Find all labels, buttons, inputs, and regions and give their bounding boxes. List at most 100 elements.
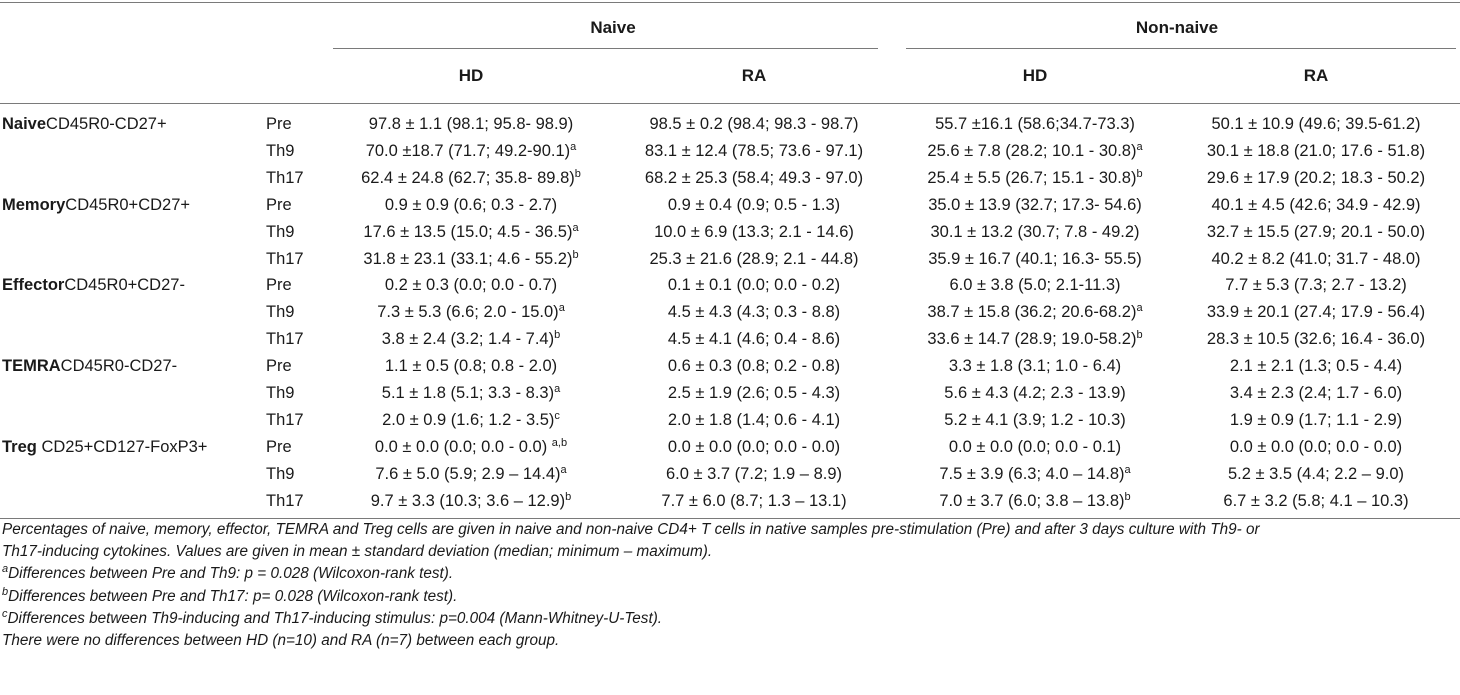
footnote-c-mark: c	[2, 607, 8, 620]
cell-value-text: 3.4 ± 2.3 (2.4; 1.7 - 6.0)	[1229, 384, 1403, 402]
cell-condition: Th17	[266, 410, 304, 429]
footnote-b-text: Differences between Pre and Th17: p= 0.0…	[8, 587, 458, 605]
cell-condition: Th9	[266, 384, 295, 402]
cell-value: 3.8 ± 2.4 (3.2; 1.4 - 7.4)b	[330, 329, 612, 351]
cell-value-text: 7.7 ± 6.0 (8.7; 1.3 – 13.1)	[661, 491, 847, 510]
cell-condition: Pre	[266, 115, 292, 133]
table-row: Th9 17.6 ± 13.5 (15.0; 4.5 - 36.5)a 10.0 ±…	[0, 222, 1460, 244]
cell-superscript: c	[554, 409, 560, 422]
cell-value-text: 0.1 ± 0.1 (0.0; 0.0 - 0.2)	[667, 276, 841, 295]
cell-condition: Pre	[266, 276, 292, 295]
cell-value: 0.0 ± 0.0 (0.0; 0.0 - 0.1)	[896, 437, 1174, 459]
cell-category-name: Naive	[2, 115, 47, 133]
cell-value-text: 50.1 ± 10.9 (49.6; 39.5-61.2)	[1211, 115, 1421, 133]
cell-condition: Th17	[266, 249, 304, 268]
cell-value: 7.5 ± 3.9 (6.3; 4.0 – 14.8)a	[896, 464, 1174, 486]
footnote-c: cDifferences between Th9-inducing and Th…	[2, 608, 1452, 630]
top-rule	[0, 2, 1460, 3]
cell-superscript: b	[1124, 490, 1131, 503]
cell-value-text: 6.0 ± 3.8 (5.0; 2.1-11.3)	[949, 276, 1121, 295]
header-group-non-naive: Non-naive	[1135, 18, 1219, 37]
cell-value-text: 0.0 ± 0.0 (0.0; 0.0 - 0.0)	[374, 437, 552, 456]
cell-category-markers: CD25+CD127-FoxP3+	[36, 437, 208, 456]
cell-superscript: b	[565, 490, 572, 503]
cell-value: 2.0 ± 0.9 (1.6; 1.2 - 3.5)c	[330, 410, 612, 432]
cell-value-text: 30.1 ± 18.8 (21.0; 17.6 - 51.8)	[1206, 141, 1426, 160]
cell-value: 10.0 ± 6.9 (13.3; 2.1 - 14.6)	[612, 222, 896, 244]
cell-value: 6.0 ± 3.7 (7.2; 1.9 – 8.9)	[612, 464, 896, 486]
cell-value: 50.1 ± 10.9 (49.6; 39.5-61.2)	[1174, 114, 1458, 136]
cell-value-text: 32.7 ± 15.5 (27.9; 20.1 - 50.0)	[1206, 222, 1426, 241]
cell-value-text: 7.7 ± 5.3 (7.3; 2.7 - 13.2)	[1225, 276, 1407, 295]
cell-category-name: Memory	[2, 195, 66, 214]
cell-category: Treg CD25+CD127-FoxP3+	[2, 437, 207, 459]
table-row: Th17 9.7 ± 3.3 (10.3; 3.6 – 12.9)b 7.7 ± 6…	[0, 491, 1460, 513]
table-row: EffectorCD45R0+CD27- Pre 0.2 ± 0.3 (0.0; 0…	[0, 275, 1460, 297]
cell-value: 17.6 ± 13.5 (15.0; 4.5 - 36.5)a	[330, 222, 612, 244]
cell-superscript: b	[1136, 329, 1143, 342]
table-row: MemoryCD45R0+CD27+ Pre 0.9 ± 0.9 (0.6; 0.3…	[0, 195, 1460, 217]
cell-superscript: a	[1136, 302, 1143, 315]
cell-condition: Pre	[266, 357, 292, 376]
cell-condition: Th9	[266, 303, 295, 322]
cell-value: 0.9 ± 0.9 (0.6; 0.3 - 2.7)	[330, 195, 612, 217]
cell-value-text: 5.1 ± 1.8 (5.1; 3.3 - 8.3)	[381, 384, 555, 402]
cell-superscript: b	[572, 248, 579, 261]
cell-value-text: 28.3 ± 10.5 (32.6; 16.4 - 36.0)	[1206, 330, 1426, 349]
cell-value-text: 5.2 ± 3.5 (4.4; 2.2 – 9.0)	[1228, 464, 1404, 483]
footnote-a: aDifferences between Pre and Th9: p = 0.…	[2, 563, 1452, 585]
cell-condition: Th17	[266, 330, 304, 349]
cell-value-text: 2.0 ± 1.8 (1.4; 0.6 - 4.1)	[667, 410, 841, 429]
cell-superscript: a	[572, 221, 579, 234]
cell-value: 33.9 ± 20.1 (27.4; 17.9 - 56.4)	[1174, 302, 1458, 324]
table-row: Th17 3.8 ± 2.4 (3.2; 1.4 - 7.4)b 4.5 ± 4.1…	[0, 329, 1460, 351]
cell-category-name: Effector	[2, 276, 65, 295]
cell-value: 3.3 ± 1.8 (3.1; 1.0 - 6.4)	[896, 356, 1174, 378]
cell-value: 29.6 ± 17.9 (20.2; 18.3 - 50.2)	[1174, 168, 1458, 190]
cell-value-text: 30.1 ± 13.2 (30.7; 7.8 - 49.2)	[930, 222, 1140, 241]
cell-value: 35.0 ± 13.9 (32.7; 17.3- 54.6)	[896, 195, 1174, 217]
cell-value: 2.0 ± 1.8 (1.4; 0.6 - 4.1)	[612, 410, 896, 432]
cell-value: 7.7 ± 6.0 (8.7; 1.3 – 13.1)	[612, 491, 896, 513]
cell-category-markers: CD45R0-CD27-	[60, 357, 178, 376]
cell-value-text: 33.9 ± 20.1 (27.4; 17.9 - 56.4)	[1206, 303, 1426, 322]
cell-superscript: a	[560, 463, 567, 476]
cell-category-markers: CD45R0-CD27+	[46, 115, 167, 133]
header-naive-hd: HD	[458, 66, 484, 85]
cell-category-markers: CD45R0+CD27+	[65, 195, 191, 214]
cell-value: 0.6 ± 0.3 (0.8; 0.2 - 0.8)	[612, 356, 896, 378]
cell-value-text: 33.6 ± 14.7 (28.9; 19.0-58.2)	[927, 330, 1137, 349]
cell-value-text: 1.9 ± 0.9 (1.7; 1.1 - 2.9)	[1229, 410, 1403, 429]
header-non-naive-ra: RA	[1303, 66, 1329, 85]
cell-value-text: 98.5 ± 0.2 (98.4; 98.3 - 98.7)	[649, 115, 859, 133]
cell-value-text: 2.1 ± 2.1 (1.3; 0.5 - 4.4)	[1229, 357, 1403, 376]
cell-value: 0.0 ± 0.0 (0.0; 0.0 - 0.0) a,b	[330, 437, 612, 459]
cell-superscript: a	[570, 140, 577, 153]
cell-value: 0.9 ± 0.4 (0.9; 0.5 - 1.3)	[612, 195, 896, 217]
cell-superscript: b	[554, 329, 561, 342]
cell-superscript: a	[1136, 140, 1143, 153]
cell-value: 25.3 ± 21.6 (28.9; 2.1 - 44.8)	[612, 249, 896, 271]
cell-value-text: 35.9 ± 16.7 (40.1; 16.3- 55.5)	[928, 249, 1142, 268]
table-row: Th17 31.8 ± 23.1 (33.1; 4.6 - 55.2)b 25.3 …	[0, 249, 1460, 271]
cell-superscript: b	[1136, 167, 1143, 180]
cell-value: 5.2 ± 3.5 (4.4; 2.2 – 9.0)	[1174, 464, 1458, 486]
cell-value-text: 7.5 ± 3.9 (6.3; 4.0 – 14.8)	[939, 464, 1125, 483]
cell-category: MemoryCD45R0+CD27+	[2, 195, 190, 217]
table-notes: Percentages of naive, memory, effector, …	[2, 519, 1452, 652]
cell-value: 25.6 ± 7.8 (28.2; 10.1 - 30.8)a	[896, 141, 1174, 163]
cell-value: 0.0 ± 0.0 (0.0; 0.0 - 0.0)	[612, 437, 896, 459]
cell-value: 40.2 ± 8.2 (41.0; 31.7 - 48.0)	[1174, 249, 1458, 271]
cell-value-text: 31.8 ± 23.1 (33.1; 4.6 - 55.2)	[363, 249, 573, 268]
cell-value: 7.3 ± 5.3 (6.6; 2.0 - 15.0)a	[330, 302, 612, 324]
cell-value-text: 9.7 ± 3.3 (10.3; 3.6 – 12.9)	[370, 491, 566, 510]
cell-value: 7.6 ± 5.0 (5.9; 2.9 – 14.4)a	[330, 464, 612, 486]
cell-value: 5.2 ± 4.1 (3.9; 1.2 - 10.3)	[896, 410, 1174, 432]
cell-condition: Pre	[266, 437, 292, 456]
cell-value: 33.6 ± 14.7 (28.9; 19.0-58.2)b	[896, 329, 1174, 351]
cell-value: 4.5 ± 4.1 (4.6; 0.4 - 8.6)	[612, 329, 896, 351]
cell-value-text: 0.9 ± 0.9 (0.6; 0.3 - 2.7)	[384, 195, 558, 214]
cell-value: 83.1 ± 12.4 (78.5; 73.6 - 97.1)	[612, 141, 896, 163]
cell-value-text: 5.2 ± 4.1 (3.9; 1.2 - 10.3)	[944, 410, 1126, 429]
